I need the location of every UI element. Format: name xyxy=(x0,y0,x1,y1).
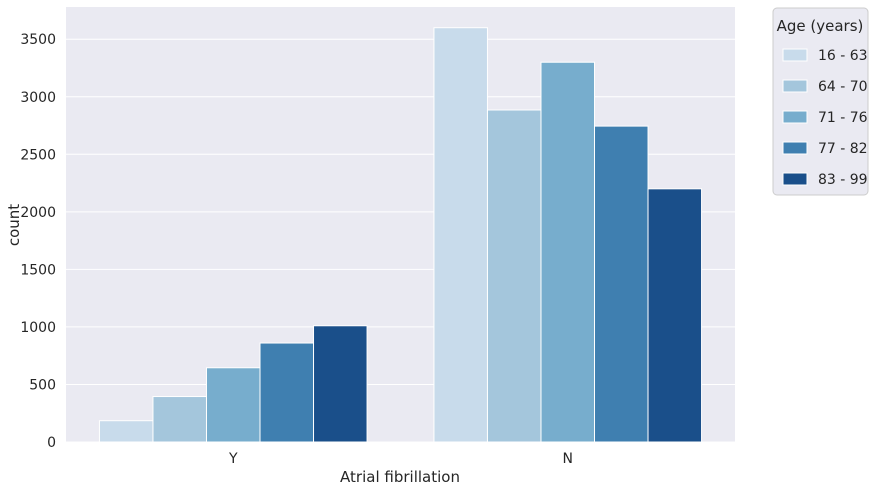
bar xyxy=(540,61,596,443)
y-tick-label: 0 xyxy=(47,435,56,451)
legend-swatch xyxy=(782,172,808,186)
legend-items: 16 - 63 64 - 70 71 - 76 77 - 82 83 - 99 xyxy=(782,48,868,188)
legend-title: Age (years) xyxy=(777,17,864,35)
y-tick-label: 500 xyxy=(29,377,56,393)
bar xyxy=(152,396,207,443)
legend-label: 16 - 63 xyxy=(818,48,868,64)
bar xyxy=(647,188,703,443)
bars xyxy=(98,27,703,443)
y-tick-label: 1000 xyxy=(20,320,56,336)
y-tick-label: 3000 xyxy=(20,90,56,106)
bar xyxy=(313,325,368,443)
bar xyxy=(433,27,488,443)
bar xyxy=(594,125,649,443)
bar xyxy=(486,109,542,443)
y-tick-label: 3500 xyxy=(20,32,56,48)
legend: Age (years) 16 - 63 64 - 70 71 - 76 77 - 82… xyxy=(772,7,869,196)
y-tick-label: 1500 xyxy=(20,262,56,278)
bar xyxy=(205,367,261,443)
bar xyxy=(98,420,154,443)
legend-swatch xyxy=(782,48,808,62)
legend-label: 64 - 70 xyxy=(818,79,868,95)
bar xyxy=(259,342,315,443)
legend-label: 83 - 99 xyxy=(818,172,868,188)
legend-label: 77 - 82 xyxy=(818,141,868,157)
x-tick-label: N xyxy=(563,451,573,467)
legend-swatch xyxy=(782,110,808,124)
y-tick-label: 2500 xyxy=(20,147,56,163)
legend-swatch xyxy=(782,141,808,155)
x-axis-title: Atrial fibrillation xyxy=(340,468,460,486)
x-tick-label: Y xyxy=(228,451,238,467)
legend-swatch xyxy=(782,79,808,93)
legend-frame xyxy=(772,7,869,196)
y-axis-title: count xyxy=(5,204,23,246)
y-tick-label: 2000 xyxy=(20,205,56,221)
y-axis-ticks: 0 500 1000 1500 2000 2500 3000 3500 xyxy=(20,32,56,451)
legend-label: 71 - 76 xyxy=(818,110,868,126)
